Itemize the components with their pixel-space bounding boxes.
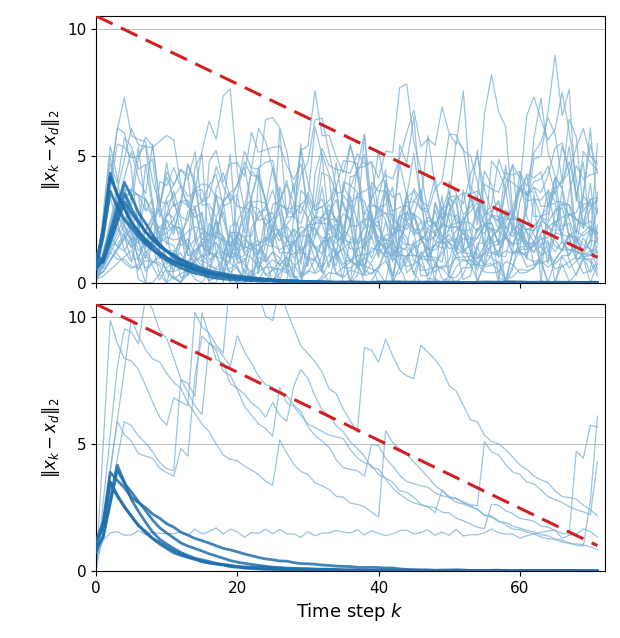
Y-axis label: $\|x_k - x_d\|_2$: $\|x_k - x_d\|_2$ xyxy=(40,397,61,478)
Y-axis label: $\|x_k - x_d\|_2$: $\|x_k - x_d\|_2$ xyxy=(40,109,61,189)
X-axis label: Time step $k$: Time step $k$ xyxy=(296,601,404,623)
